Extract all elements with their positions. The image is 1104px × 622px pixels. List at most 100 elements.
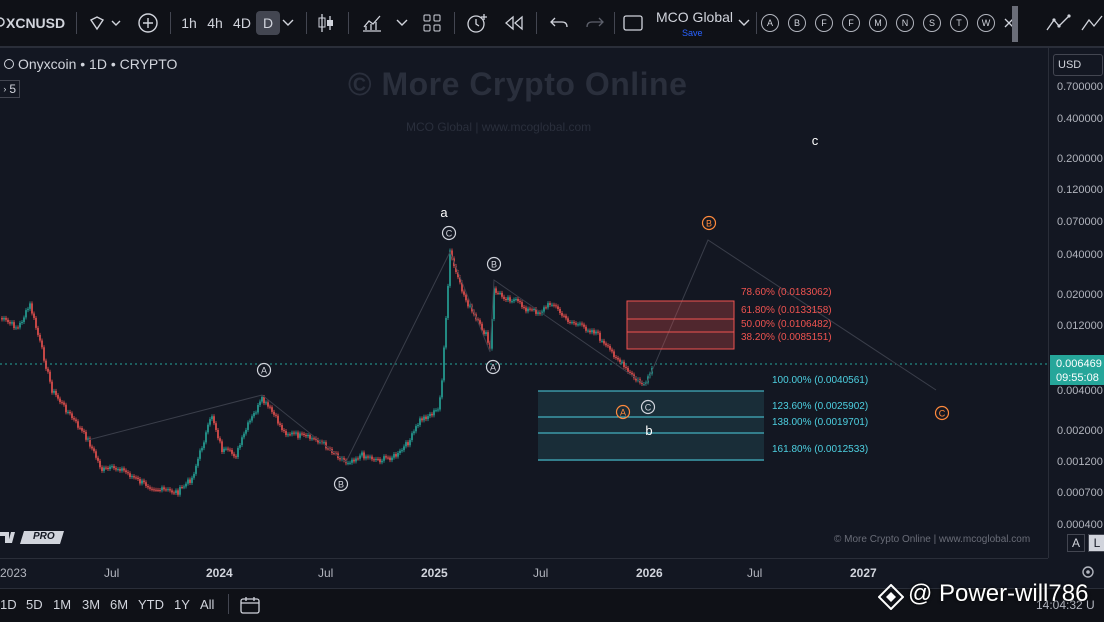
interval-1h[interactable]: 1h [181, 15, 197, 31]
symbol-logo-icon [4, 59, 14, 69]
candle-body [411, 433, 413, 441]
drawing-button-w[interactable]: W [977, 14, 995, 32]
wave-circle-label: C [645, 403, 652, 413]
candle-body [139, 479, 141, 484]
price-chart[interactable]: 78.60% (0.0183062) 61.80% (0.0133158) 50.0… [0, 48, 1048, 558]
candle-body [477, 319, 479, 321]
candle-body [179, 487, 181, 495]
log-scale-button[interactable]: L [1088, 534, 1104, 552]
layouts-grid-icon[interactable] [420, 0, 444, 46]
candle-body [519, 301, 521, 303]
drawing-button-s[interactable]: S [923, 14, 941, 32]
currency-selector[interactable]: USD [1053, 54, 1103, 76]
settings-gear-icon[interactable] [1080, 564, 1096, 585]
layout-box-icon[interactable] [622, 0, 644, 46]
indicators-icon[interactable] [360, 0, 384, 46]
add-symbol-icon[interactable] [136, 0, 160, 46]
drawing-button-b[interactable]: B [788, 14, 806, 32]
candle-body [487, 332, 489, 343]
candle-body [269, 406, 271, 408]
drawing-button-a[interactable]: A [761, 14, 779, 32]
watermark-subtitle: MCO Global | www.mcoglobal.com [406, 120, 592, 134]
wave-abc-icon[interactable] [1044, 0, 1074, 46]
candle-body [203, 442, 205, 449]
price-axis[interactable] [1048, 48, 1104, 558]
legend-title[interactable]: Onyxcoin • 1D • CRYPTO [4, 56, 177, 72]
candle-body [445, 317, 447, 348]
candle-body [597, 331, 599, 333]
candle-body [247, 422, 249, 430]
drawing-button-f2[interactable]: F [842, 14, 860, 32]
drawing-button-f1[interactable]: F [815, 14, 833, 32]
drawing-button-n[interactable]: N [896, 14, 914, 32]
interval-4d[interactable]: 4D [233, 15, 251, 31]
price-axis-label: 0.004000 [1057, 385, 1103, 397]
alert-icon[interactable] [464, 0, 490, 46]
candle-body [113, 466, 115, 469]
range-ytd[interactable]: YTD [138, 597, 164, 612]
layout-save-link[interactable]: Save [682, 28, 703, 38]
candle-body [505, 298, 507, 301]
candle-body [293, 432, 295, 434]
toolbar-scroll-handle[interactable] [1012, 6, 1018, 42]
layout-chevron-down-icon[interactable] [736, 0, 752, 46]
candle-body [267, 402, 269, 407]
candle-body [17, 327, 19, 329]
wave-circle-label: A [490, 363, 496, 373]
candle-body [201, 448, 203, 451]
price-axis-label: 0.200000 [1057, 153, 1103, 165]
candle-body [457, 271, 459, 278]
wave-circle-label: C [939, 409, 946, 419]
candle-body [99, 460, 101, 468]
candle-body [435, 410, 437, 412]
range-all[interactable]: All [200, 597, 215, 612]
candle-body [285, 431, 287, 436]
wave-abc-icon-2[interactable] [1080, 0, 1104, 46]
range-1d[interactable]: 1D [0, 597, 17, 612]
replay-icon[interactable] [502, 0, 526, 46]
redo-icon[interactable] [584, 0, 606, 46]
candle-body [183, 486, 185, 488]
interval-d[interactable]: D [256, 11, 280, 35]
candle-body [225, 448, 227, 450]
interval-4h[interactable]: 4h [207, 15, 223, 31]
candle-body [143, 480, 145, 483]
range-5d[interactable]: 5D [26, 597, 43, 612]
chevron-right-icon: › [3, 84, 7, 94]
candle-body [385, 456, 387, 458]
wave-letter-a: a [440, 205, 448, 220]
legend-collapse-badge[interactable]: › 5 [0, 80, 20, 98]
candle-body [421, 418, 423, 421]
time-axis[interactable] [0, 558, 1048, 587]
candle-body [493, 288, 495, 320]
undo-icon[interactable] [548, 0, 570, 46]
drawing-button-m[interactable]: M [869, 14, 887, 32]
candle-body [349, 462, 351, 464]
search-icon[interactable] [0, 0, 8, 46]
candle-body [53, 390, 55, 393]
wave-circle-marker [640, 399, 656, 415]
auto-scale-button[interactable]: A [1067, 534, 1085, 552]
candle-body [363, 452, 365, 459]
drawing-button-t[interactable]: T [950, 14, 968, 32]
range-3m[interactable]: 3M [82, 597, 101, 612]
indicator-template-icon[interactable] [86, 0, 126, 46]
candle-body [263, 397, 265, 404]
candle-body [619, 359, 621, 362]
symbol-name[interactable]: XCNUSD [6, 15, 66, 31]
candle-body [613, 351, 615, 358]
candle-body [141, 480, 143, 484]
range-1y[interactable]: 1Y [174, 597, 190, 612]
candle-body [469, 305, 471, 307]
layout-name[interactable]: MCO Global [656, 9, 734, 25]
candle-body [603, 340, 605, 344]
date-range-calendar-icon[interactable] [240, 596, 260, 619]
candles-icon[interactable] [314, 0, 338, 46]
range-6m[interactable]: 6M [110, 597, 129, 612]
interval-chevron-down-icon[interactable] [278, 0, 298, 46]
range-1m[interactable]: 1M [53, 597, 72, 612]
indicators-chevron-down-icon[interactable] [394, 0, 410, 46]
wave-circle-label: B [706, 219, 712, 229]
candle-body [483, 330, 485, 335]
candle-body [45, 360, 47, 369]
